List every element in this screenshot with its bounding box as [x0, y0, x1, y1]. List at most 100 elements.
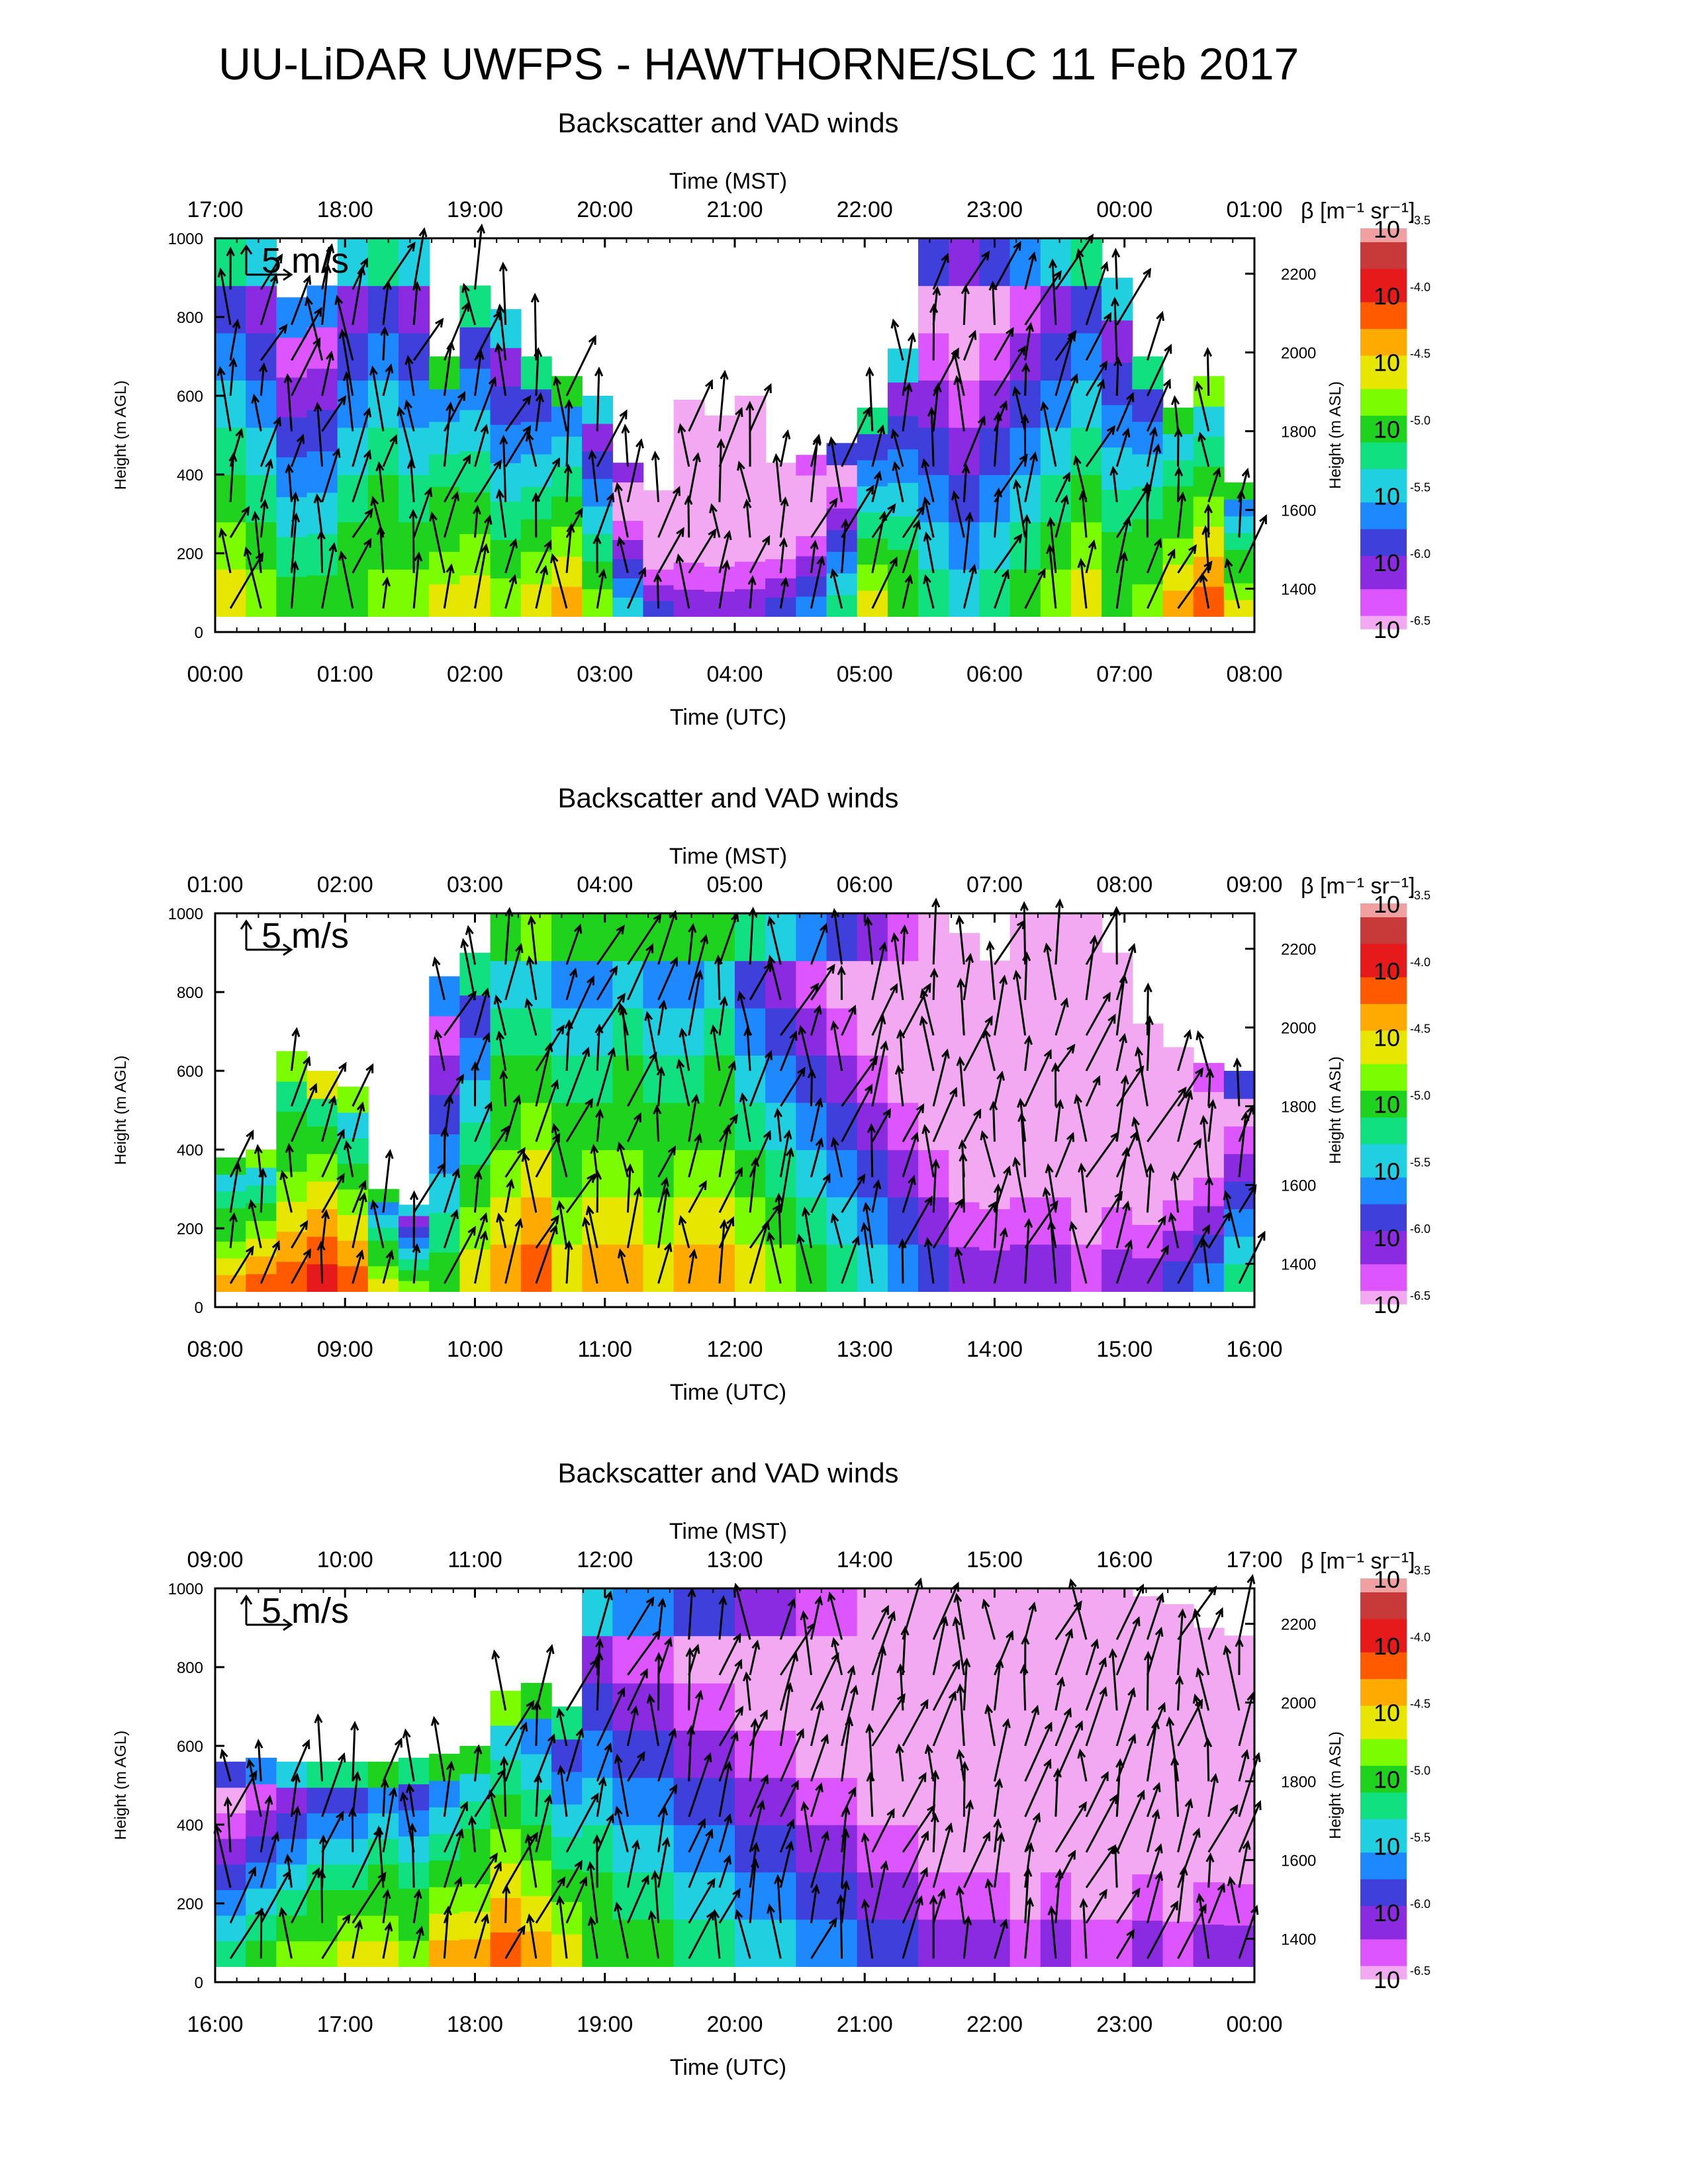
wind-arrow-head	[1025, 1896, 1035, 1907]
wind-arrow	[1055, 1851, 1076, 1888]
wind-arrow-head	[271, 1240, 280, 1251]
wind-arrow	[657, 1001, 665, 1036]
wind-arrow-head	[575, 507, 583, 518]
wind-arrow	[352, 1873, 386, 1924]
colorbar-tick-base: 10	[1374, 1966, 1400, 1993]
heatmap-cell	[215, 1915, 246, 1942]
wind-arrow-head	[785, 1840, 794, 1851]
wind-arrow	[646, 1013, 660, 1071]
wind-arrow	[336, 296, 354, 361]
wind-arrow-head	[723, 1854, 732, 1865]
wind-arrow	[899, 1665, 904, 1711]
wind-arrow-head	[343, 1140, 352, 1151]
wind-arrow	[528, 957, 538, 1001]
wind-arrow-head	[927, 406, 937, 417]
wind-arrow-head	[1055, 898, 1064, 909]
wind-arrow	[710, 505, 721, 538]
wind-arrow-head	[724, 1813, 733, 1824]
wind-arrow-head	[745, 400, 755, 411]
wind-arrow-head	[1217, 1882, 1225, 1893]
wind-arrow	[504, 576, 516, 609]
wind-arrow	[1014, 1158, 1027, 1213]
wind-arrow	[616, 1903, 629, 1959]
wind-arrow-head	[416, 1925, 424, 1936]
heatmap-cell	[857, 590, 888, 617]
heatmap-cell	[735, 1588, 766, 1637]
colorbar-segment	[1360, 1825, 1407, 1833]
heatmap-cell	[1223, 1236, 1255, 1265]
heatmap-cell	[918, 1244, 950, 1292]
colorbar-segment	[1360, 461, 1407, 469]
x-tick-label: 03:00	[577, 662, 633, 687]
wind-arrow	[1147, 1246, 1169, 1285]
heatmap-cell	[490, 1244, 522, 1292]
wind-arrow-head	[678, 1214, 687, 1226]
heatmap-cell	[704, 1872, 735, 1920]
wind-arrow-head	[988, 1201, 997, 1211]
x-tick-label-top: 21:00	[706, 197, 763, 222]
wind-arrow-head	[675, 553, 684, 564]
wind-arrow-head	[916, 505, 925, 516]
colorbar-segment	[1360, 1698, 1407, 1706]
colorbar-segment	[1360, 1692, 1407, 1700]
wind-arrow-head	[732, 1888, 741, 1898]
wind-arrow	[768, 1905, 782, 1959]
y-tick-label: 200	[177, 545, 203, 563]
wind-arrow	[498, 490, 507, 538]
wind-arrow	[535, 1796, 551, 1853]
wind-arrow-head	[1060, 997, 1069, 1008]
x-tick-label-top: 19:00	[447, 197, 503, 222]
wind-arrow	[404, 1730, 415, 1782]
wind-arrow-head	[369, 365, 378, 376]
wind-arrow-head	[585, 1205, 594, 1216]
wind-arrow-head	[914, 1577, 923, 1588]
wind-arrow	[1177, 1868, 1186, 1923]
wind-arrow	[1146, 1784, 1160, 1817]
wind-arrow-head	[851, 1235, 860, 1246]
wind-arrow-head	[813, 433, 821, 444]
wind-arrow-head	[993, 1818, 1002, 1829]
wind-arrow	[534, 295, 538, 361]
wind-arrow-head	[549, 1224, 558, 1235]
wind-arrow-head	[951, 490, 960, 501]
heatmap-cell	[826, 1055, 858, 1103]
wind-arrow	[590, 451, 598, 502]
wind-arrow	[833, 910, 843, 965]
wind-arrow-head	[1203, 347, 1213, 357]
heatmap-cell	[367, 1253, 399, 1267]
wind-arrow	[921, 1017, 935, 1071]
wind-arrow	[897, 1066, 904, 1107]
x-tick-label-top: 08:00	[1096, 872, 1152, 897]
wind-arrow-head	[590, 1792, 599, 1803]
wind-arrow	[1177, 1610, 1184, 1676]
heatmap-cell	[826, 1007, 858, 1056]
wind-arrow-head	[1063, 1707, 1072, 1717]
wind-arrow-head	[1074, 1720, 1083, 1731]
wind-arrow	[994, 1631, 1013, 1676]
wind-arrow	[444, 1075, 464, 1107]
wind-arrow	[1080, 1164, 1088, 1213]
wind-arrow	[1085, 1688, 1107, 1747]
wind-arrow-head	[790, 1780, 799, 1790]
wind-arrow-head	[1250, 1905, 1259, 1915]
wind-arrow-head	[724, 1760, 733, 1771]
wind-arrow	[1196, 383, 1210, 432]
wind-arrow	[495, 996, 507, 1036]
heatmap-cell	[429, 584, 461, 617]
wind-arrow-head	[1126, 1929, 1135, 1939]
heatmap-cell	[735, 1635, 766, 1684]
wind-arrow-head	[585, 1097, 594, 1108]
wind-arrow-head	[737, 460, 745, 471]
wind-arrow	[779, 1600, 795, 1640]
wind-arrow-head	[945, 1822, 954, 1833]
heatmap-cell	[1070, 1872, 1102, 1920]
y-tick-label: 400	[177, 467, 203, 484]
colorbar-segment	[1360, 569, 1407, 576]
wind-arrow	[1085, 263, 1108, 326]
heatmap-cell	[215, 522, 246, 570]
wind-arrow-head	[1143, 267, 1152, 278]
chart-panel-1: Backscatter and VAD winds Time (MST) Time …	[0, 106, 1688, 768]
heatmap-cell	[612, 1588, 644, 1637]
wind-arrow	[565, 1242, 571, 1284]
wind-arrow	[871, 1809, 895, 1853]
